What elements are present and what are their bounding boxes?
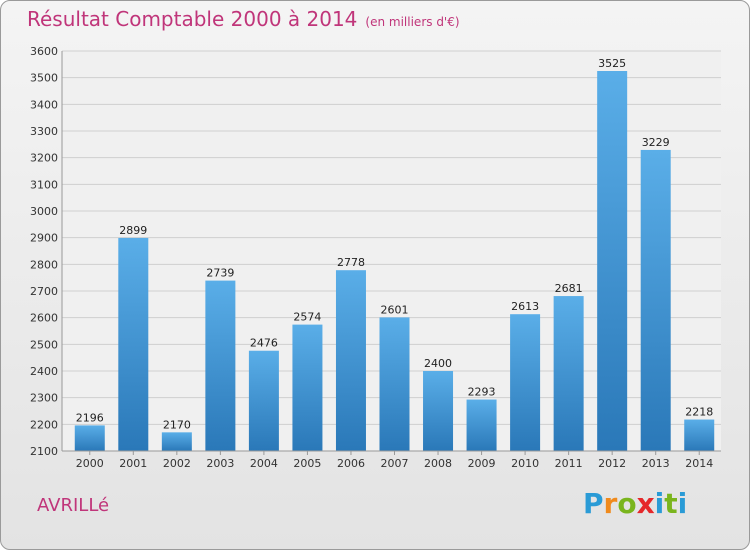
chart-title: Résultat Comptable 2000 à 2014 (en millie… xyxy=(27,7,460,31)
logo-letter: i xyxy=(654,487,665,520)
x-tick-label: 2010 xyxy=(511,457,539,470)
x-tick-label: 2005 xyxy=(293,457,321,470)
proxiti-logo: Proxiti xyxy=(583,487,687,520)
bar-value-label: 2574 xyxy=(293,311,321,324)
bar-value-label: 3229 xyxy=(642,136,670,149)
bar-2000 xyxy=(74,425,105,451)
bar-2014 xyxy=(684,419,715,451)
x-tick-label: 2004 xyxy=(250,457,278,470)
bar-2001 xyxy=(118,237,149,451)
bar-value-label: 2778 xyxy=(337,256,365,269)
y-tick-label: 2700 xyxy=(30,285,58,298)
bar-2006 xyxy=(335,270,366,451)
bar-2002 xyxy=(161,432,192,451)
bar-value-label: 2899 xyxy=(119,224,147,237)
chart-subtitle: (en milliers d'€) xyxy=(365,15,460,29)
bar-value-label: 2196 xyxy=(76,411,104,424)
x-tick-label: 2007 xyxy=(381,457,409,470)
y-tick-label: 3100 xyxy=(30,178,58,191)
bar-value-label: 2613 xyxy=(511,300,539,313)
bar-value-label: 2681 xyxy=(555,282,583,295)
y-tick-label: 2600 xyxy=(30,312,58,325)
logo-letter: i xyxy=(677,487,688,520)
bar-2011 xyxy=(553,296,584,451)
x-tick-label: 2006 xyxy=(337,457,365,470)
bar-value-label: 2293 xyxy=(468,386,496,399)
x-tick-label: 2000 xyxy=(76,457,104,470)
logo-letter: P xyxy=(583,487,604,520)
bar-value-label: 2400 xyxy=(424,357,452,370)
bar-2012 xyxy=(597,71,628,451)
bar-2003 xyxy=(205,280,236,451)
bar-2009 xyxy=(466,399,497,451)
y-tick-label: 3500 xyxy=(30,72,58,85)
x-tick-label: 2009 xyxy=(468,457,496,470)
y-tick-label: 2100 xyxy=(30,445,58,458)
y-tick-label: 2500 xyxy=(30,338,58,351)
y-tick-label: 2300 xyxy=(30,392,58,405)
y-tick-label: 3200 xyxy=(30,152,58,165)
bar-value-label: 2601 xyxy=(381,303,409,316)
x-tick-label: 2001 xyxy=(119,457,147,470)
bar-value-label: 2476 xyxy=(250,337,278,350)
x-tick-label: 2008 xyxy=(424,457,452,470)
bar-2013 xyxy=(640,149,671,451)
bar-2008 xyxy=(423,371,454,451)
city-name: AVRILLé xyxy=(37,495,110,516)
logo-letter: r xyxy=(603,487,618,520)
bar-value-label: 2170 xyxy=(163,418,191,431)
y-tick-label: 3000 xyxy=(30,205,58,218)
x-tick-label: 2003 xyxy=(206,457,234,470)
x-tick-label: 2011 xyxy=(555,457,583,470)
bar-value-label: 3525 xyxy=(598,57,626,70)
y-tick-label: 2900 xyxy=(30,232,58,245)
bar-2005 xyxy=(292,324,323,451)
bar-2010 xyxy=(510,314,541,451)
chart-title-text: Résultat Comptable 2000 à 2014 xyxy=(27,7,358,31)
y-tick-label: 3300 xyxy=(30,125,58,138)
x-tick-label: 2012 xyxy=(598,457,626,470)
x-tick-label: 2002 xyxy=(163,457,191,470)
x-tick-label: 2014 xyxy=(685,457,713,470)
bar-value-label: 2739 xyxy=(206,267,234,280)
y-tick-label: 3600 xyxy=(30,45,58,58)
bar-value-label: 2218 xyxy=(685,406,713,419)
bar-2007 xyxy=(379,317,410,451)
logo-letter: x xyxy=(636,487,655,520)
y-tick-label: 2200 xyxy=(30,418,58,431)
logo-letter: t xyxy=(664,487,678,520)
y-tick-label: 2400 xyxy=(30,365,58,378)
bar-2004 xyxy=(248,350,279,451)
logo-letter: o xyxy=(617,487,637,520)
y-tick-label: 2800 xyxy=(30,258,58,271)
y-tick-label: 3400 xyxy=(30,98,58,111)
x-tick-label: 2013 xyxy=(642,457,670,470)
